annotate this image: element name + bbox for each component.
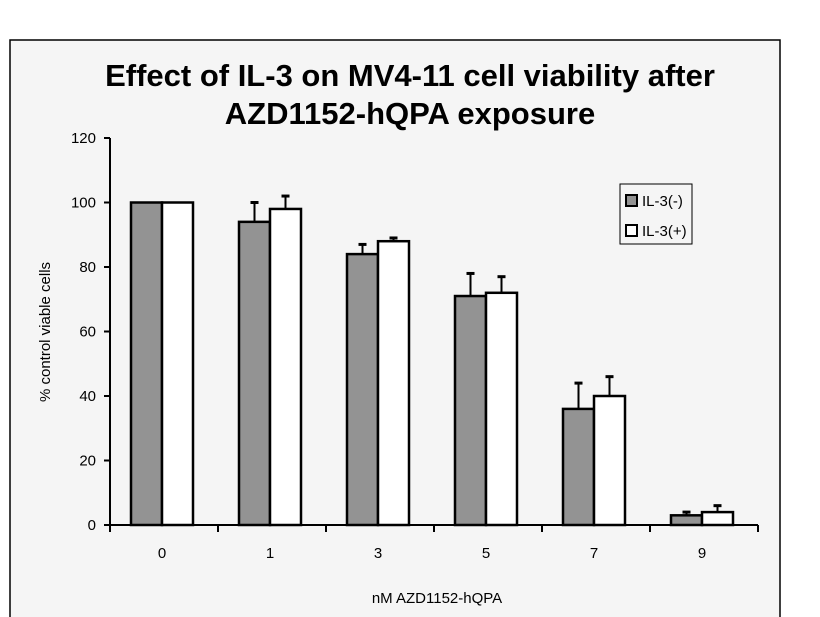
- y-tick-label: 80: [79, 259, 96, 276]
- bar-il3-plus-7: [592, 394, 627, 527]
- y-tick-label: 100: [71, 195, 96, 212]
- bar-il3-plus-1: [268, 207, 303, 527]
- y-tick-label: 20: [79, 453, 96, 470]
- y-tick-label: 120: [71, 130, 96, 147]
- legend-swatch-il3-plus: [625, 224, 638, 237]
- bar-il3-plus-5: [484, 291, 519, 527]
- y-axis-label: % control viable cells: [37, 262, 54, 402]
- legend-label-il3-plus: IL-3(+): [642, 223, 687, 240]
- legend-label-il3-minus: IL-3(-): [642, 193, 683, 210]
- x-tick-label: 9: [698, 545, 706, 562]
- bar-il3-minus-3: [345, 252, 380, 527]
- x-tick-label: 0: [158, 545, 166, 562]
- bar-il3-minus-7: [561, 407, 596, 527]
- legend: IL-3(-) IL-3(+): [619, 183, 693, 245]
- bar-il3-minus-1: [237, 220, 272, 527]
- bar-il3-plus-0: [160, 201, 195, 527]
- x-tick-label: 3: [374, 545, 382, 562]
- bar-il3-minus-9: [669, 514, 704, 527]
- x-tick-label: 1: [266, 545, 274, 562]
- chart-title-line-1: Effect of IL-3 on MV4-11 cell viability …: [105, 58, 715, 93]
- bar-il3-plus-9: [700, 510, 735, 527]
- legend-swatch-il3-minus: [625, 194, 638, 207]
- x-axis-label: nM AZD1152-hQPA: [372, 590, 502, 607]
- bar-il3-plus-3: [376, 239, 411, 527]
- bar-il3-minus-5: [453, 294, 488, 527]
- bar-il3-minus-0: [129, 201, 164, 527]
- y-tick-label: 60: [79, 324, 96, 341]
- chart-title-line-2: AZD1152-hQPA exposure: [225, 96, 595, 131]
- x-tick-label: 7: [590, 545, 598, 562]
- y-tick-label: 40: [79, 388, 96, 405]
- y-tick-label: 0: [88, 517, 96, 534]
- x-tick-label: 5: [482, 545, 490, 562]
